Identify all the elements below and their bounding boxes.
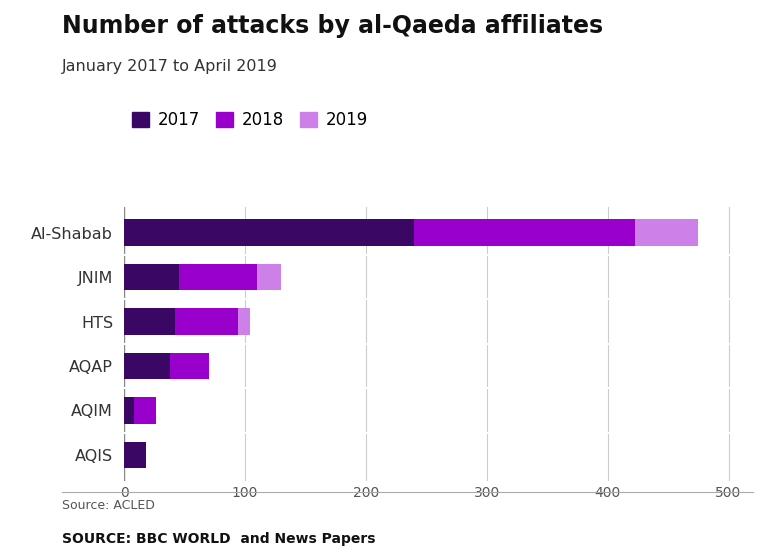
Bar (178, 264, 257, 291)
Bar (124, 308, 175, 335)
Bar (636, 219, 698, 246)
Text: Number of attacks by al-Qaeda affiliates: Number of attacks by al-Qaeda affiliates (62, 14, 603, 38)
Bar (237, 308, 250, 335)
Bar (124, 397, 133, 424)
Text: January 2017 to April 2019: January 2017 to April 2019 (62, 59, 278, 74)
Bar (175, 308, 237, 335)
Bar (124, 264, 178, 291)
Bar (124, 219, 414, 246)
Bar (170, 353, 209, 380)
Bar (414, 219, 636, 246)
Bar (133, 397, 155, 424)
Bar (124, 442, 146, 468)
Bar (124, 353, 170, 380)
Legend: 2017, 2018, 2019: 2017, 2018, 2019 (133, 111, 368, 129)
Text: SOURCE: BBC WORLD  and News Papers: SOURCE: BBC WORLD and News Papers (62, 532, 376, 546)
Bar (257, 264, 282, 291)
Text: Source: ACLED: Source: ACLED (62, 499, 155, 511)
